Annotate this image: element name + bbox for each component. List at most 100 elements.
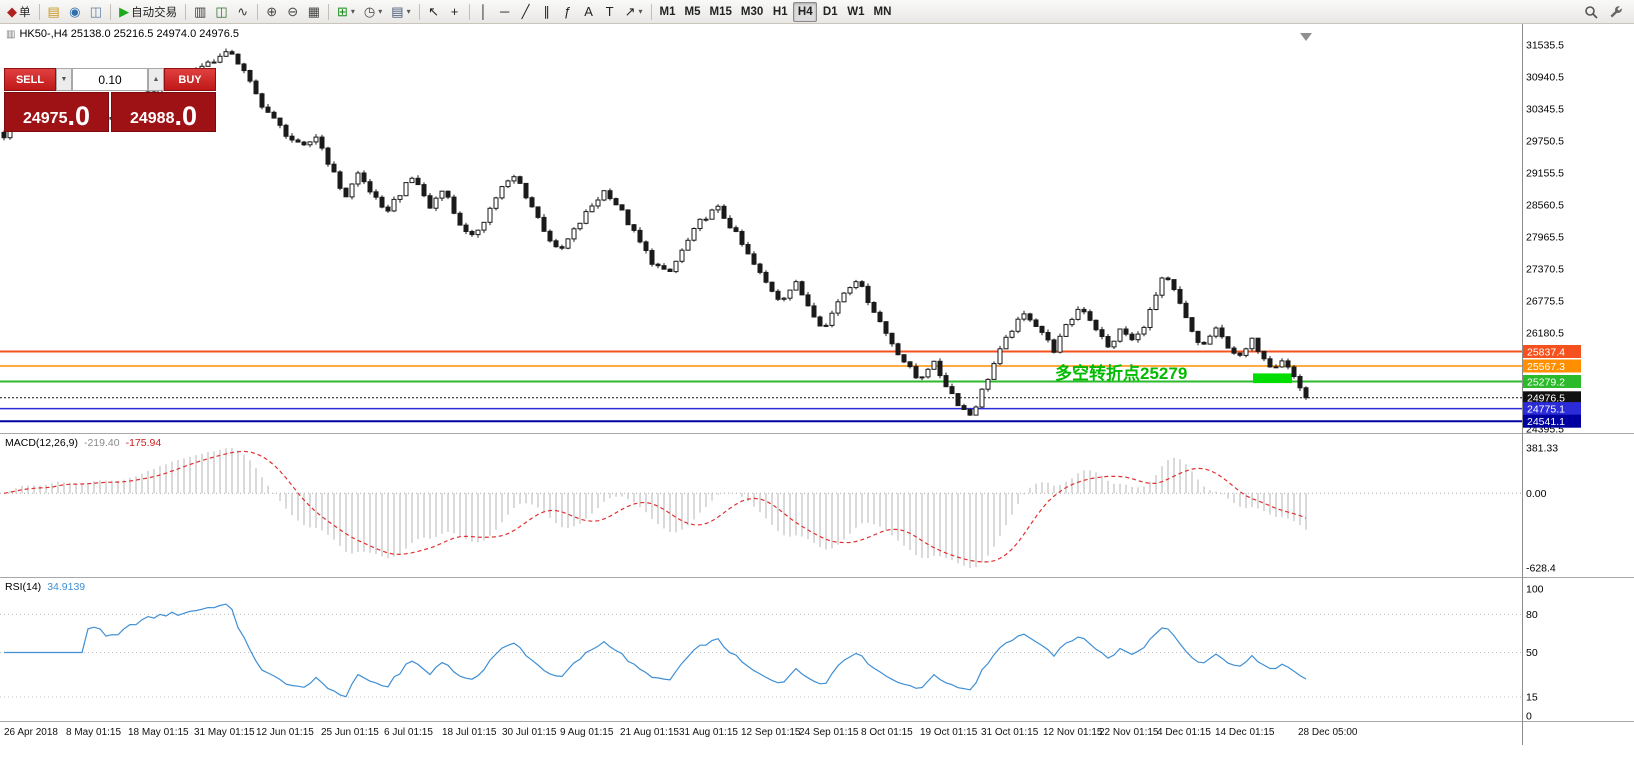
chart-shift-icon[interactable] [1300,33,1312,41]
svg-text:24395.5: 24395.5 [1526,424,1564,434]
main-chart-panel[interactable]: 多空转折点25279 31535.5 30940.5 30345.5 29750.5 29… [0,24,1634,433]
bar-chart-button[interactable]: ▥ [190,2,210,22]
volume-up-button[interactable]: ▲ [148,68,164,91]
dropdown-caret-icon: ▾ [638,7,643,16]
time-axis[interactable]: 26 Apr 2018 8 May 01:15 18 May 01:15 31 May… [0,721,1634,745]
bar-chart-icon: ▥ [194,4,207,19]
svg-text:381.33: 381.33 [1526,443,1558,455]
timeframe-m30-button-label: M30 [740,5,764,18]
timeframe-d1-button[interactable]: D1 [818,2,842,22]
new-chart-button[interactable]: ▤ [44,2,64,22]
time-axis-label[interactable]: 12 Nov 01:15 [1043,727,1103,738]
fibonacci-button[interactable]: ƒ [558,2,578,22]
time-axis-label[interactable]: 22 Nov 01:15 [1099,727,1159,738]
timeframe-h4-button[interactable]: H4 [793,1,818,22]
cursor-button[interactable]: ↖ [424,2,444,22]
dropdown-caret-icon: ▾ [378,7,383,16]
vertical-line-button[interactable]: │ [474,2,494,22]
toolbar-separator [256,3,258,20]
time-axis-label[interactable]: 12 Jun 01:15 [256,727,314,738]
toolbar-separator [468,3,470,20]
text-button[interactable]: A [579,2,599,22]
timeframe-m30-button[interactable]: M30 [737,2,767,22]
svg-text:0.00: 0.00 [1526,488,1547,500]
time-axis-label[interactable]: 8 May 01:15 [66,727,122,738]
time-axis-label[interactable]: 19 Oct 01:15 [920,727,978,738]
horizontal-line-button[interactable]: ─ [495,2,515,22]
cursor-icon: ↖ [428,4,440,19]
time-axis-label[interactable]: 6 Jul 01:15 [384,727,433,738]
time-axis-label[interactable]: 26 Apr 2018 [4,727,58,738]
profiles-button[interactable]: ◉ [65,2,85,22]
timeframe-m15-button[interactable]: M15 [706,2,736,22]
new-order-button[interactable]: ◆ 单 [3,2,35,22]
zoom-out-icon: ⊖ [287,4,299,19]
crosshair-button[interactable]: + [445,2,465,22]
volume-down-button[interactable]: ▼ [56,68,72,91]
toolbar-separator [185,3,187,20]
time-axis-label[interactable]: 28 Dec 05:00 [1298,727,1358,738]
timeframe-h1-button[interactable]: H1 [768,2,792,22]
svg-text:27370.5: 27370.5 [1526,264,1564,276]
sell-price-fraction: .0 [67,101,91,132]
price-scale[interactable]: 31535.5 30940.5 30345.5 29750.5 29155.5 28560… [1523,40,1581,434]
settings-button[interactable] [1605,2,1627,22]
time-axis-label[interactable]: 18 May 01:15 [128,727,189,738]
rsi-scale[interactable]: 100 80 50 15 0 [1526,584,1544,722]
timeframe-m15-button-label: M15 [709,5,732,18]
new-order-button-label: 单 [19,6,31,19]
time-axis-label[interactable]: 8 Oct 01:15 [861,727,913,738]
buy-price-main: 24988 [129,110,175,128]
search-button[interactable] [1580,2,1602,22]
time-axis-label[interactable]: 31 May 01:15 [194,727,255,738]
highlight-rectangle[interactable] [1253,373,1292,384]
timeframe-w1-button[interactable]: W1 [843,2,868,22]
indicators-button[interactable]: ⊞ ▾ [333,2,359,22]
buy-price[interactable]: 24988.0 [111,92,216,132]
periods-icon: ◷ [363,4,376,19]
tile-windows-button[interactable]: ▦ [304,2,324,22]
time-axis-label[interactable]: 18 Jul 01:15 [442,727,497,738]
buy-button[interactable]: BUY [164,68,216,91]
time-axis-label[interactable]: 4 Dec 01:15 [1157,727,1211,738]
time-axis-label[interactable]: 24 Sep 01:15 [799,727,859,738]
line-chart-button[interactable]: ∿ [233,2,253,22]
rsi-panel[interactable]: 100 80 50 15 0 RSI(14) 34.9139 [0,577,1634,721]
zoom-in-button[interactable]: ⊕ [262,2,282,22]
macd-panel[interactable]: 381.33 0.00 -628.4 MACD(12,26,9) -219.40 -… [0,433,1634,577]
templates-button[interactable]: ▤ ▾ [387,2,414,22]
timeframe-m5-button[interactable]: M5 [681,2,705,22]
periods-button[interactable]: ◷ ▾ [360,2,386,22]
channel-button[interactable]: ∥ [537,2,557,22]
time-axis-label[interactable]: 25 Jun 01:15 [321,727,379,738]
label-button[interactable]: T [600,2,620,22]
time-axis-label[interactable]: 30 Jul 01:15 [502,727,557,738]
chart-annotation-text[interactable]: 多空转折点25279 [1055,363,1187,383]
timeframe-m1-button[interactable]: M1 [656,2,680,22]
candlestick-chart-button[interactable]: ◫ [211,2,231,22]
zoom-out-button[interactable]: ⊖ [283,2,303,22]
time-axis-label[interactable]: 12 Sep 01:15 [741,727,801,738]
toolbar-separator [110,3,112,20]
time-axis-label[interactable]: 14 Dec 01:15 [1215,727,1275,738]
rsi-chart: 100 80 50 15 0 [0,584,1544,722]
time-axis-label[interactable]: 31 Aug 01:15 [679,727,738,738]
volume-input[interactable]: 0.10 [72,68,148,91]
trendline-button[interactable]: ╱ [516,2,536,22]
macd-scale[interactable]: 381.33 0.00 -628.4 [1526,443,1558,575]
price-badge [1523,414,1581,428]
time-axis-label[interactable]: 21 Aug 01:15 [620,727,679,738]
sell-button[interactable]: SELL [4,68,56,91]
time-axis-label[interactable]: 9 Aug 01:15 [560,727,614,738]
toolbar: ◆ 单 ▤ ◉ ◫ ▶ 自动交易 ▥ ◫ ∿ ⊕ ⊖ ▦ ⊞ ▾ ◷ ▾ ▤ ▾ ↖ + │ ─ ╱ ∥ ƒ A T ↗ ▾ M1 M5 M15… [0,0,1634,24]
arrows-button[interactable]: ↗ ▾ [621,2,647,22]
market-watch-button[interactable]: ◫ [86,2,106,22]
time-axis-label[interactable]: 31 Oct 01:15 [981,727,1039,738]
timeframe-mn-button[interactable]: MN [870,2,896,22]
channel-icon: ∥ [543,4,550,19]
autotrading-button[interactable]: ▶ 自动交易 [115,2,181,22]
sell-price[interactable]: 24975.0 [4,92,109,132]
indicators-icon: ⊞ [336,4,348,19]
svg-text:25837.4: 25837.4 [1527,346,1565,358]
macd-signal-line [3,450,1307,563]
